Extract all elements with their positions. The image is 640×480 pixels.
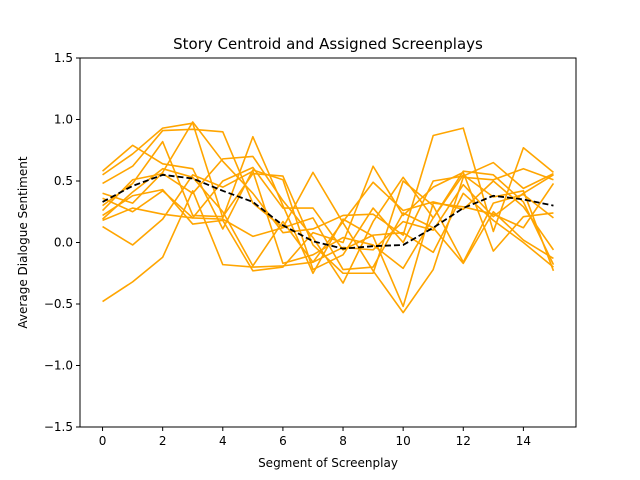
x-tick-label: 4 (219, 434, 227, 448)
screenplay-line-7 (101, 155, 555, 284)
centroid-line (102, 173, 554, 250)
screenplay-line-9 (102, 167, 555, 267)
x-tick-label: 0 (99, 434, 107, 448)
screenplay-line-10 (102, 166, 554, 268)
screenplay-line-11 (102, 170, 555, 272)
screenplay-line-8 (102, 165, 554, 272)
screenplay-line-12 (102, 174, 554, 303)
screenplay-line-4 (102, 121, 554, 236)
plot-lines (101, 121, 555, 314)
y-tick-label: −1.5 (44, 420, 73, 434)
screenplay-line-5 (102, 190, 554, 271)
y-tick-label: −0.5 (44, 297, 73, 311)
x-tick-label: 6 (279, 434, 287, 448)
y-axis-label: Average Dialogue Sentiment (16, 156, 30, 328)
axes: 0 2 4 6 8 10 12 14 −1.5 −1.0 −0.5 0.0 0.5 1.0 1.5 (44, 51, 531, 448)
y-tick-label: 1.0 (54, 113, 73, 127)
x-tick-label: 2 (159, 434, 167, 448)
x-tick-label: 8 (339, 434, 347, 448)
x-tick-label: 14 (516, 434, 531, 448)
y-tick-label: 1.5 (54, 51, 73, 65)
chart-title: Story Centroid and Assigned Screenplays (173, 35, 483, 53)
x-tick-label: 10 (396, 434, 411, 448)
y-tick-label: 0.0 (54, 236, 73, 250)
x-axis-label: Segment of Screenplay (258, 456, 398, 470)
y-tick-label: 0.5 (54, 174, 73, 188)
x-tick-label: 12 (456, 434, 471, 448)
y-tick-label: −1.0 (44, 359, 73, 373)
screenplay-line-1 (102, 144, 554, 271)
plot-frame (79, 57, 577, 428)
